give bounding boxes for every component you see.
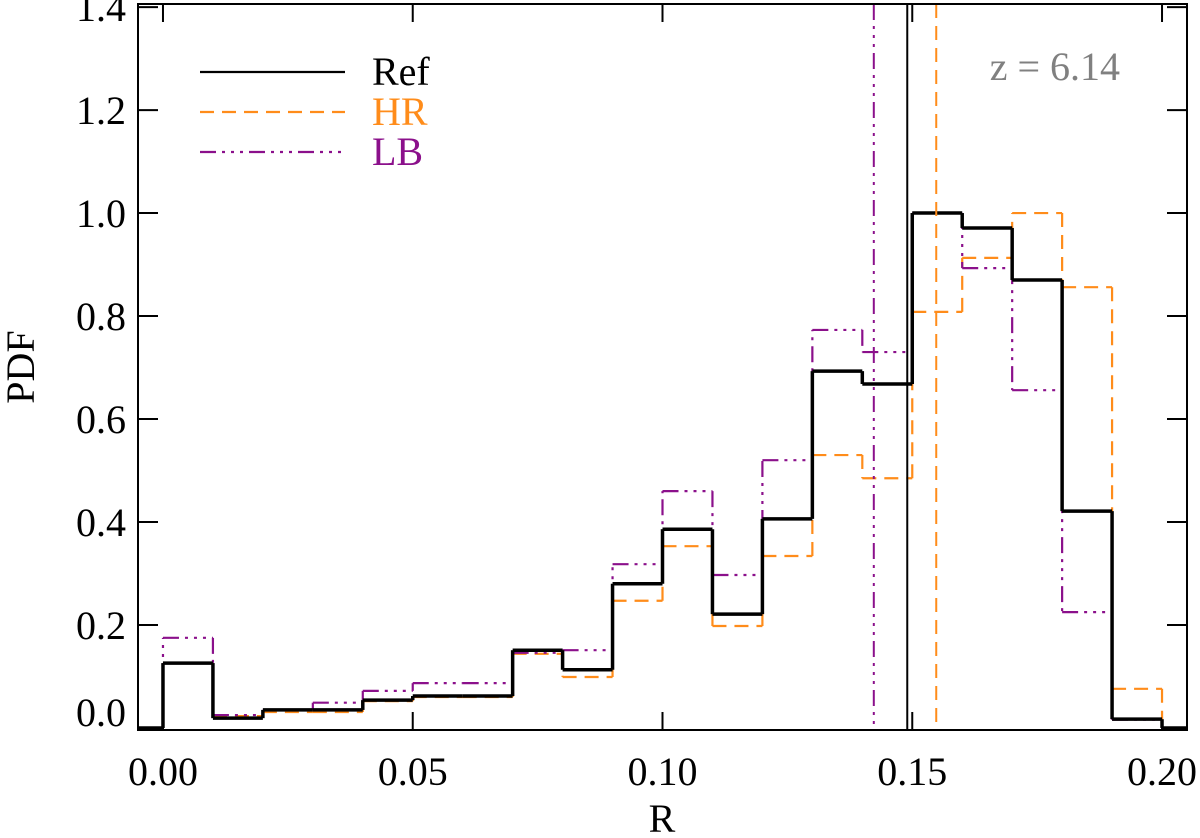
legend-label: Ref [372,49,430,94]
plot-frame [137,3,1188,731]
y-tick-label: 1.0 [76,191,126,236]
y-tick-label: 0.8 [76,294,126,339]
x-tick-label: 0.15 [877,749,947,794]
legend-label: HR [372,89,428,134]
y-tick-label: 0.0 [76,690,126,735]
annotation: z = 6.14 [990,44,1120,89]
y-tick-label: 0.6 [76,397,126,442]
x-tick-label: 0.20 [1127,749,1197,794]
x-tick-label: 0.10 [628,749,698,794]
y-tick-label: 1.2 [76,88,126,133]
y-tick-label: 0.4 [76,500,126,545]
x-tick-label: 0.05 [378,749,448,794]
y-tick-label: 1.4 [76,0,126,30]
y-axis-label: PDF [0,330,43,403]
y-tick-label: 0.2 [76,603,126,648]
x-axis-label: R [649,796,676,838]
x-tick-label: 0.00 [128,749,198,794]
legend-label: LB [372,129,423,174]
